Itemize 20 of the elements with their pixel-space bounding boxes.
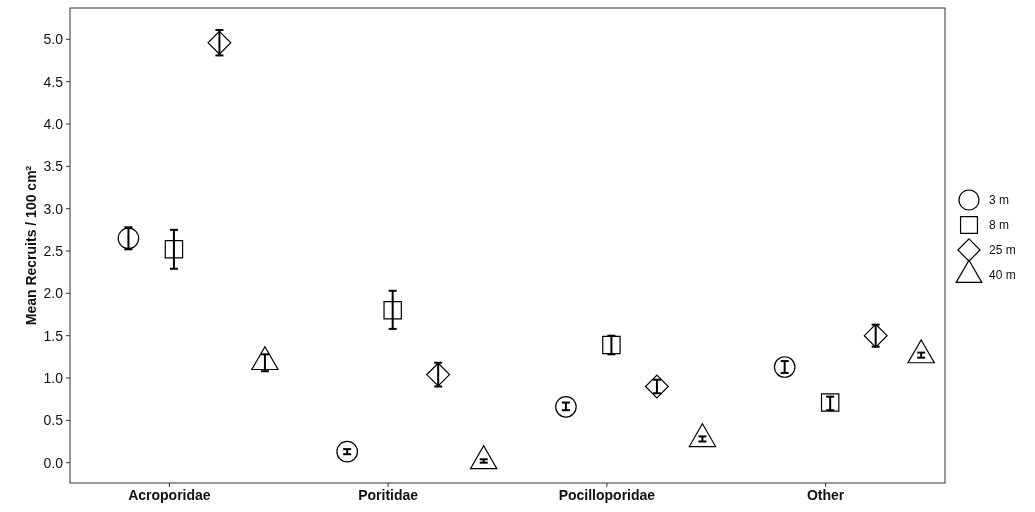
y-axis-title: Mean Recruits / 100 cm² (23, 165, 39, 326)
y-tick-label: 3.5 (43, 158, 64, 175)
legend-label: 25 m (989, 243, 1016, 258)
legend-label: 8 m (989, 218, 1010, 233)
y-tick-label: 5.0 (43, 31, 64, 48)
y-tick-label: 0.5 (43, 412, 64, 429)
x-tick-label: Other (806, 487, 845, 503)
x-tick-label: Acroporidae (128, 487, 211, 503)
x-tick-label: Pocilloporidae (558, 487, 656, 503)
y-tick-label: 0.0 (43, 454, 64, 471)
y-tick-label: 2.5 (43, 242, 64, 259)
y-tick-label: 1.0 (43, 369, 64, 386)
y-tick-label: 4.0 (43, 115, 64, 132)
y-tick-label: 2.0 (43, 285, 64, 302)
y-tick-label: 1.5 (43, 327, 64, 344)
y-tick-label: 3.0 (43, 200, 64, 217)
legend-label: 3 m (989, 193, 1010, 208)
y-tick-label: 4.5 (43, 73, 64, 90)
x-tick-label: Poritidae (358, 487, 419, 503)
legend-label: 40 m (989, 268, 1016, 283)
